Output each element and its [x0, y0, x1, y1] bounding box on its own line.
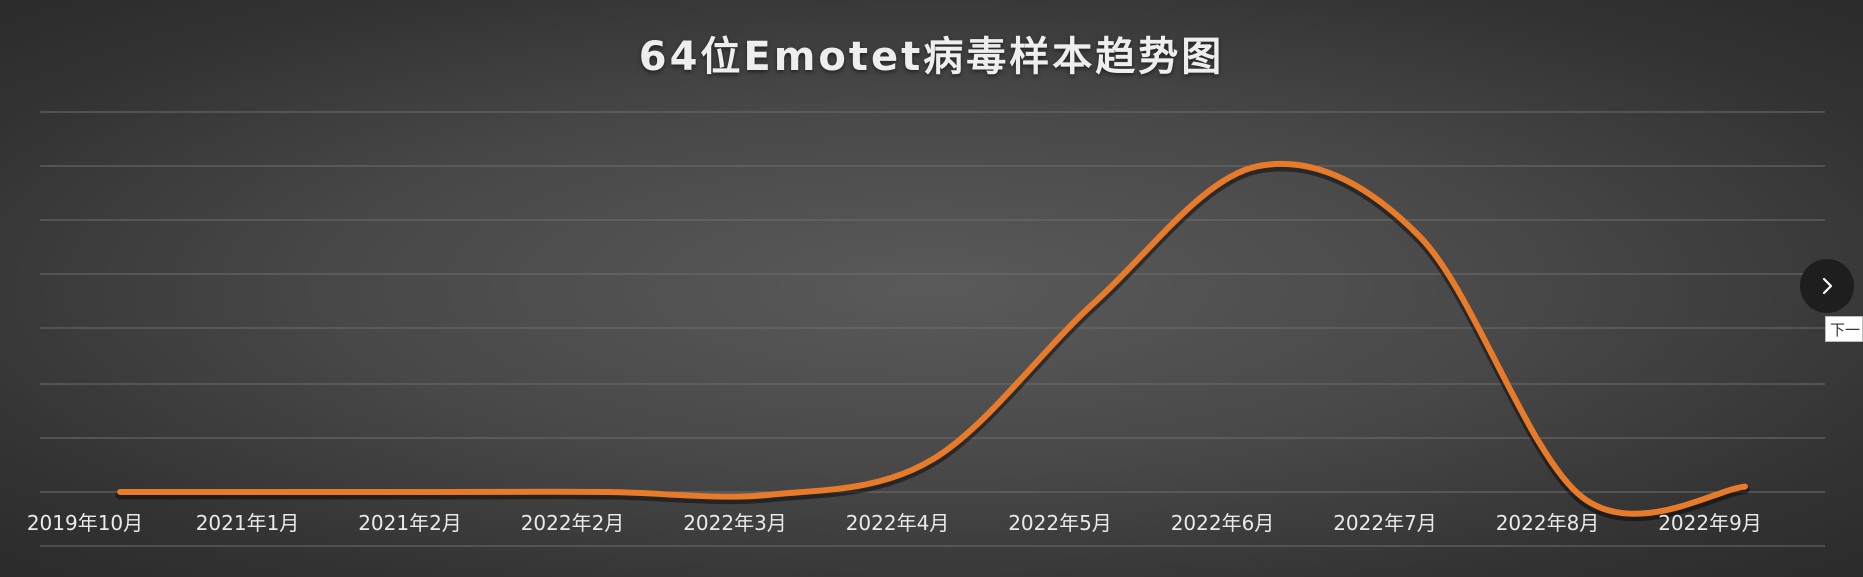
- x-tick-label: 2022年9月: [1658, 511, 1762, 535]
- next-tooltip: 下一: [1825, 316, 1863, 342]
- chevron-right-icon: [1822, 277, 1833, 295]
- next-button[interactable]: [1800, 259, 1854, 313]
- chart-title: 64位Emotet病毒样本趋势图: [638, 34, 1225, 80]
- x-tick-label: 2022年2月: [521, 511, 625, 535]
- series-line: [117, 160, 1748, 517]
- x-tick-label: 2022年7月: [1333, 511, 1437, 535]
- x-tick-label: 2022年8月: [1496, 511, 1600, 535]
- series-layer: [115, 160, 1750, 522]
- series-line-shadow: [115, 162, 1750, 522]
- x-tick-label: 2022年6月: [1171, 511, 1275, 535]
- x-tick-label: 2022年3月: [683, 511, 787, 535]
- x-tick-label: 2021年2月: [358, 511, 462, 535]
- x-tick-label: 2022年4月: [846, 511, 950, 535]
- x-axis-labels: 2019年10月 2021年1月 2021年2月 2022年2月 2022年3月 2022…: [27, 511, 1762, 535]
- x-tick-label: 2021年1月: [196, 511, 300, 535]
- gridlines: [40, 111, 1825, 547]
- x-tick-label: 2019年10月: [27, 511, 143, 535]
- x-tick-label: 2022年5月: [1008, 511, 1112, 535]
